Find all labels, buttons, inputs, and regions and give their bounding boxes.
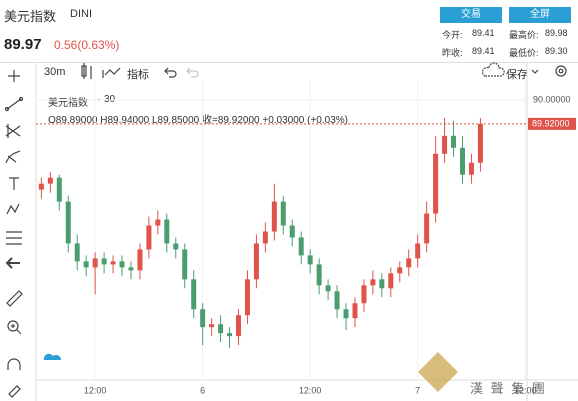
x-tick-label: 12:00	[84, 385, 107, 395]
candle-body	[146, 225, 152, 250]
trade-button[interactable]: 交易	[440, 7, 502, 23]
candle-body	[468, 162, 474, 175]
candle-body	[424, 213, 430, 244]
candle-body	[361, 285, 367, 304]
candle-body	[459, 147, 465, 175]
stat-value: 89.41	[472, 28, 495, 38]
candle-body	[343, 309, 349, 319]
candle-body	[406, 258, 412, 268]
candle-body	[92, 258, 98, 268]
stat-label: 今开:	[442, 30, 463, 40]
candle-body	[289, 225, 295, 238]
candle-body	[101, 258, 107, 265]
candle-body	[262, 231, 268, 244]
candle-body	[307, 255, 313, 265]
candle-body	[74, 243, 80, 262]
candle-body	[227, 333, 233, 337]
candle-body	[253, 243, 259, 280]
interval-button[interactable]: 30m	[44, 66, 66, 78]
candle-body	[83, 261, 89, 268]
sidebar-icons	[4, 62, 567, 398]
candle-body	[379, 279, 385, 289]
candle-body	[298, 237, 304, 256]
candle-body	[280, 201, 286, 226]
fullscreen-button[interactable]: 全屏	[509, 7, 571, 23]
candle-body	[442, 135, 448, 154]
divider	[0, 62, 578, 63]
candle-body	[164, 219, 170, 244]
candle-body	[191, 279, 197, 310]
x-tick-label: 12:00	[299, 385, 322, 395]
candle-body	[244, 279, 250, 316]
candle-body	[325, 285, 331, 292]
candle-body	[38, 183, 44, 190]
candle-body	[370, 279, 376, 286]
last-price-label: 89.92000	[532, 118, 570, 128]
candle-body	[65, 201, 71, 244]
symbol: DINI	[70, 8, 92, 20]
candle-body	[235, 315, 241, 337]
candle-body	[477, 123, 483, 163]
candle-body	[209, 324, 215, 328]
indicators-button[interactable]: 指标	[127, 69, 149, 81]
candle-body	[415, 243, 421, 259]
x-tick-label: 12:00	[514, 385, 537, 395]
title: 美元指数	[4, 9, 57, 24]
candle-body	[56, 177, 62, 202]
watermark: 漢 聲 集 團	[470, 381, 547, 396]
stat-label: 昨收:	[442, 48, 463, 58]
candle-body	[271, 201, 277, 232]
y-tick-label: 90.00000	[533, 94, 571, 104]
price: 89.97	[4, 36, 42, 53]
candle-body	[316, 264, 322, 286]
candle-body	[200, 309, 206, 328]
candle-body	[334, 291, 340, 310]
candle-body	[433, 153, 439, 214]
stat-value: 89.98	[545, 28, 568, 38]
candle-body	[397, 267, 403, 274]
candle-body	[182, 249, 188, 280]
candle-body	[128, 267, 134, 271]
candle-body	[173, 243, 179, 250]
stat-value: 89.41	[472, 46, 495, 56]
legend-ohlc: O89.89000 H89.94000 L89.85000 收=89.92000…	[48, 115, 348, 126]
candle-body	[218, 324, 224, 334]
x-tick-label: 6	[200, 385, 205, 395]
candle-body	[155, 219, 161, 226]
stat-label: 最低价:	[509, 48, 539, 58]
stat-label: 最高价:	[509, 30, 539, 40]
candle-body	[352, 303, 358, 319]
change: 0.56(0.63%)	[54, 38, 120, 52]
candle-body	[110, 261, 116, 265]
candle-body	[451, 135, 457, 148]
save-button[interactable]: 保存	[506, 69, 528, 81]
stat-value: 89.30	[545, 46, 568, 56]
candle-body	[47, 177, 53, 184]
last-price-tag	[528, 117, 576, 130]
candle-body	[119, 261, 125, 268]
candle-body	[388, 273, 394, 289]
legend-name: 美元指数	[48, 98, 88, 109]
x-tick-label: 7	[415, 385, 420, 395]
candle-body	[137, 249, 143, 271]
